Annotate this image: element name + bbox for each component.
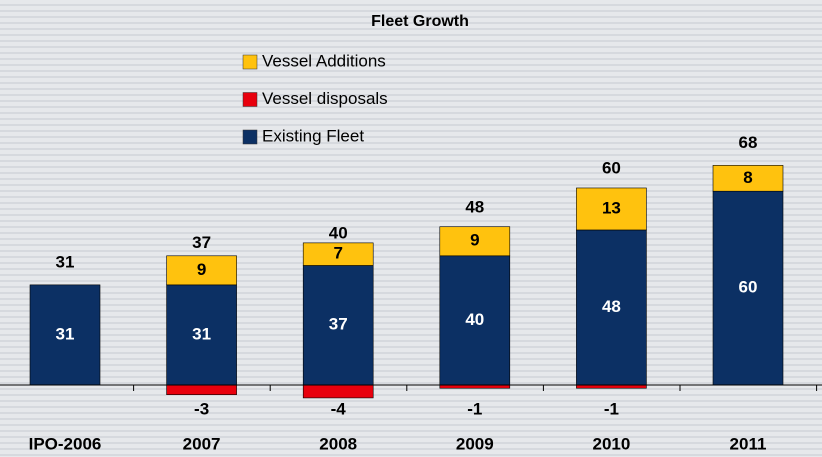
value-label: 8 <box>743 168 752 187</box>
value-label: -4 <box>331 399 347 418</box>
legend-swatch <box>242 129 258 145</box>
chart-title: Fleet Growth <box>371 13 469 30</box>
bar-additions <box>576 187 647 231</box>
bar-additions <box>439 226 511 257</box>
value-label: 9 <box>197 260 206 279</box>
value-label: 13 <box>602 198 621 217</box>
value-label: 31 <box>192 324 211 343</box>
bar-existing <box>29 284 101 386</box>
value-label: 40 <box>465 310 484 329</box>
bar-existing <box>576 229 647 386</box>
value-label: 31 <box>56 324 75 343</box>
legend-label: Existing Fleet <box>262 126 364 145</box>
value-label: 7 <box>333 244 342 263</box>
x-tick-label: IPO-2006 <box>29 434 102 453</box>
legend-label: Vessel Additions <box>262 51 386 70</box>
value-label: -3 <box>194 399 209 418</box>
bar-disposals <box>166 384 237 395</box>
x-tick-label: 2010 <box>592 434 630 453</box>
bar-additions <box>712 165 784 192</box>
bar-existing <box>302 265 374 386</box>
total-label: 31 <box>56 252 75 271</box>
total-label: 37 <box>192 233 211 252</box>
total-label: 48 <box>465 197 484 216</box>
x-tick-label: 2008 <box>319 434 357 453</box>
value-label: 37 <box>329 315 348 334</box>
value-label: 48 <box>602 297 621 316</box>
value-label: 9 <box>470 231 479 250</box>
total-label: 68 <box>739 133 758 152</box>
value-label: -1 <box>604 399 619 418</box>
bar-additions <box>166 255 237 286</box>
total-label: 40 <box>329 223 348 242</box>
total-label: 60 <box>602 159 621 178</box>
value-label: 60 <box>739 278 758 297</box>
x-tick-label: 2009 <box>456 434 494 453</box>
x-tick-label: 2011 <box>730 434 767 453</box>
value-label: -1 <box>467 399 482 418</box>
legend-swatch <box>242 92 258 107</box>
x-tick-label: 2007 <box>183 434 221 453</box>
bar-additions <box>302 242 374 266</box>
bar-disposals <box>302 384 374 399</box>
legend-swatch <box>242 54 258 70</box>
bar-existing <box>166 284 237 386</box>
legend-label: Vessel disposals <box>262 89 388 108</box>
